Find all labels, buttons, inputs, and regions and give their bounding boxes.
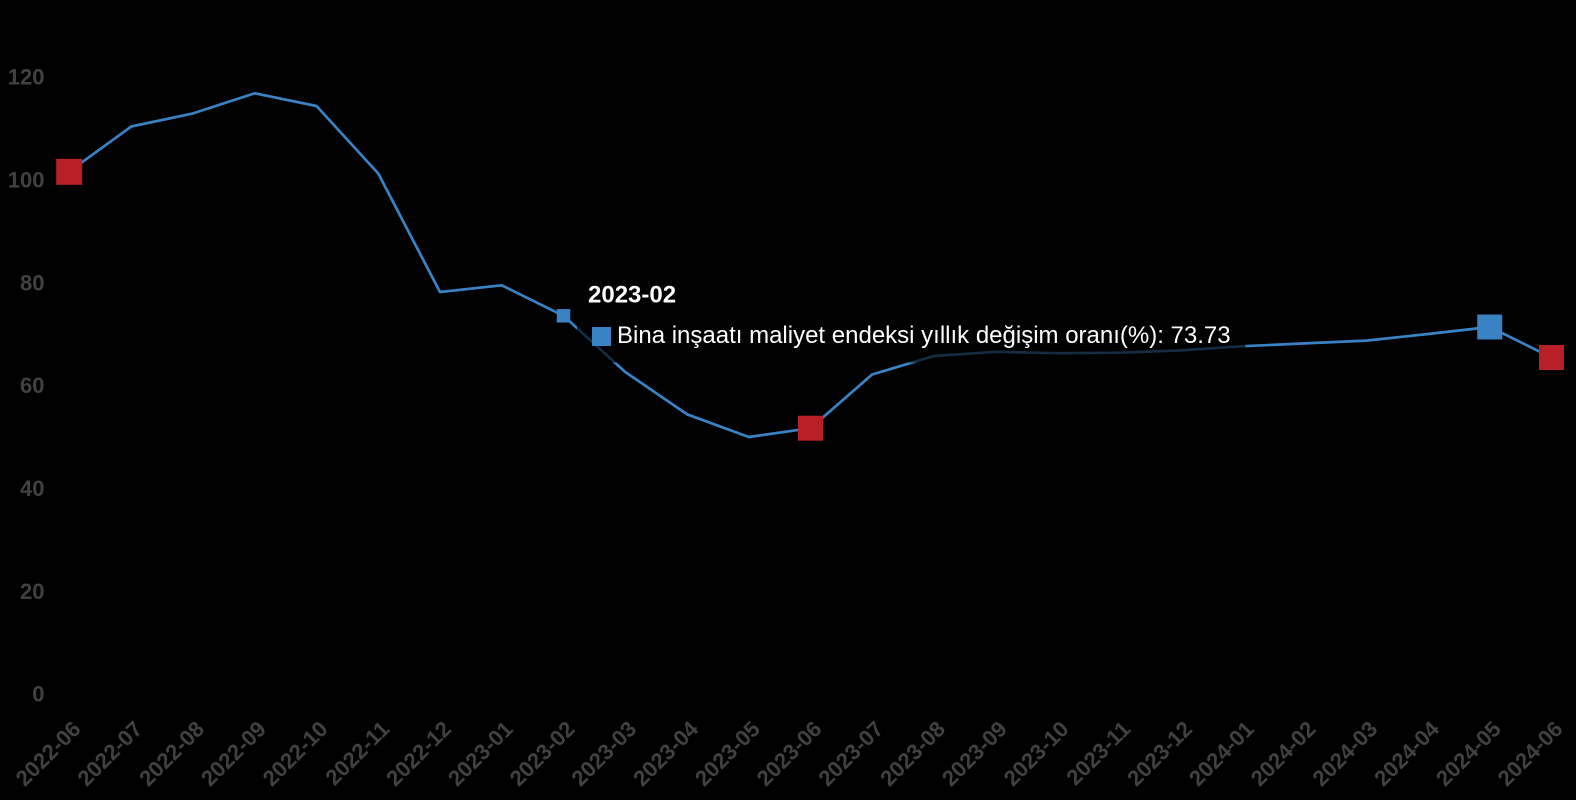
svg-text:2024-06: 2024-06 [1493,716,1568,791]
svg-text:60: 60 [20,373,44,398]
svg-text:2024-03: 2024-03 [1308,716,1383,791]
svg-text:20: 20 [20,579,44,604]
svg-text:2024-05: 2024-05 [1431,716,1506,791]
svg-text:2022-08: 2022-08 [134,716,209,791]
svg-text:2023-02: 2023-02 [588,281,676,308]
svg-text:2023-12: 2023-12 [1122,716,1197,791]
svg-text:0: 0 [32,682,44,707]
svg-text:2023-11: 2023-11 [1061,716,1135,790]
svg-text:Bina inşaatı maliyet endeksi y: Bina inşaatı maliyet endeksi yıllık deği… [617,322,1231,349]
svg-text:2024-04: 2024-04 [1369,716,1444,791]
svg-text:2022-12: 2022-12 [381,716,456,791]
svg-text:2022-07: 2022-07 [73,716,148,791]
svg-text:2023-01: 2023-01 [443,716,518,791]
svg-text:2022-09: 2022-09 [196,716,271,791]
svg-text:100: 100 [8,168,45,193]
svg-text:2023-06: 2023-06 [752,716,827,791]
svg-text:2023-10: 2023-10 [999,716,1074,791]
svg-text:2023-05: 2023-05 [690,716,765,791]
svg-text:2024-01: 2024-01 [1184,716,1259,791]
svg-text:2022-06: 2022-06 [11,716,86,791]
svg-text:2023-04: 2023-04 [628,716,703,791]
svg-text:2023-03: 2023-03 [567,716,642,791]
svg-text:2023-02: 2023-02 [505,716,580,791]
svg-text:2023-08: 2023-08 [875,716,950,791]
svg-text:120: 120 [8,65,45,90]
svg-text:2023-07: 2023-07 [814,716,889,791]
svg-text:80: 80 [20,270,44,295]
svg-text:2022-10: 2022-10 [258,716,333,791]
svg-text:2024-02: 2024-02 [1246,716,1321,791]
svg-text:40: 40 [20,476,44,501]
svg-text:2022-11: 2022-11 [320,716,394,790]
svg-text:2023-09: 2023-09 [937,716,1012,791]
